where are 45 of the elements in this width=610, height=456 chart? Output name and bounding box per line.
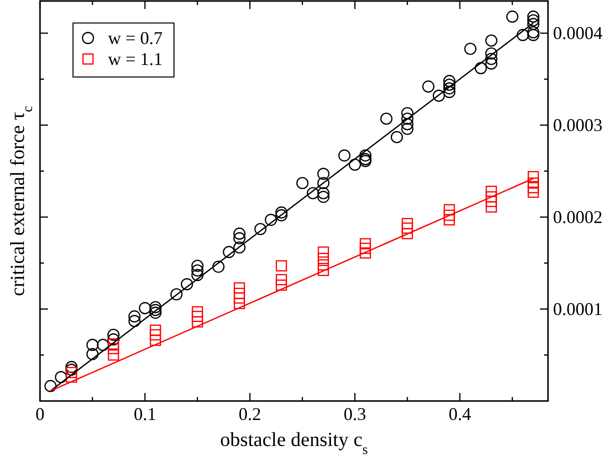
x-tick-label: 0.2 (238, 404, 262, 424)
x-axis-title: obstacle density c$_{s}$ (220, 429, 368, 456)
point (402, 222, 413, 234)
point (486, 186, 497, 197)
point (276, 280, 288, 291)
point (318, 246, 329, 258)
point (108, 349, 120, 361)
legend-label: w = 1.1 (108, 49, 163, 69)
legend-label: w = 0.7 (108, 28, 163, 48)
point (150, 329, 162, 340)
point (360, 242, 371, 254)
point (318, 264, 329, 276)
y-tick-label: 0.0001 (553, 299, 602, 320)
y-tick-label: 0.0002 (553, 207, 602, 228)
point (192, 306, 204, 318)
point (66, 371, 78, 383)
x-tick-label: 0.3 (344, 404, 366, 424)
point (150, 334, 162, 346)
point (360, 247, 371, 259)
y-tick-label: 0.0003 (553, 115, 602, 136)
x-tick-label: 0.4 (448, 404, 472, 424)
y-tick-label: 0.0004 (553, 23, 602, 44)
point (234, 292, 246, 304)
point (402, 228, 413, 240)
point (528, 186, 539, 198)
point (444, 214, 455, 226)
point (234, 298, 246, 310)
point (318, 252, 329, 264)
point (108, 342, 120, 354)
point (66, 366, 78, 378)
point (486, 201, 497, 213)
point (528, 182, 539, 194)
point (192, 310, 204, 322)
point (486, 196, 497, 208)
point (276, 274, 288, 286)
point (108, 338, 120, 350)
x-tick-label: 0.1 (134, 404, 156, 424)
point (360, 238, 371, 250)
point (192, 316, 204, 328)
point (528, 177, 539, 189)
x-tick-label: 0 (36, 404, 44, 424)
point (528, 171, 539, 182)
point (276, 260, 288, 272)
point (444, 210, 455, 221)
point (444, 204, 455, 216)
